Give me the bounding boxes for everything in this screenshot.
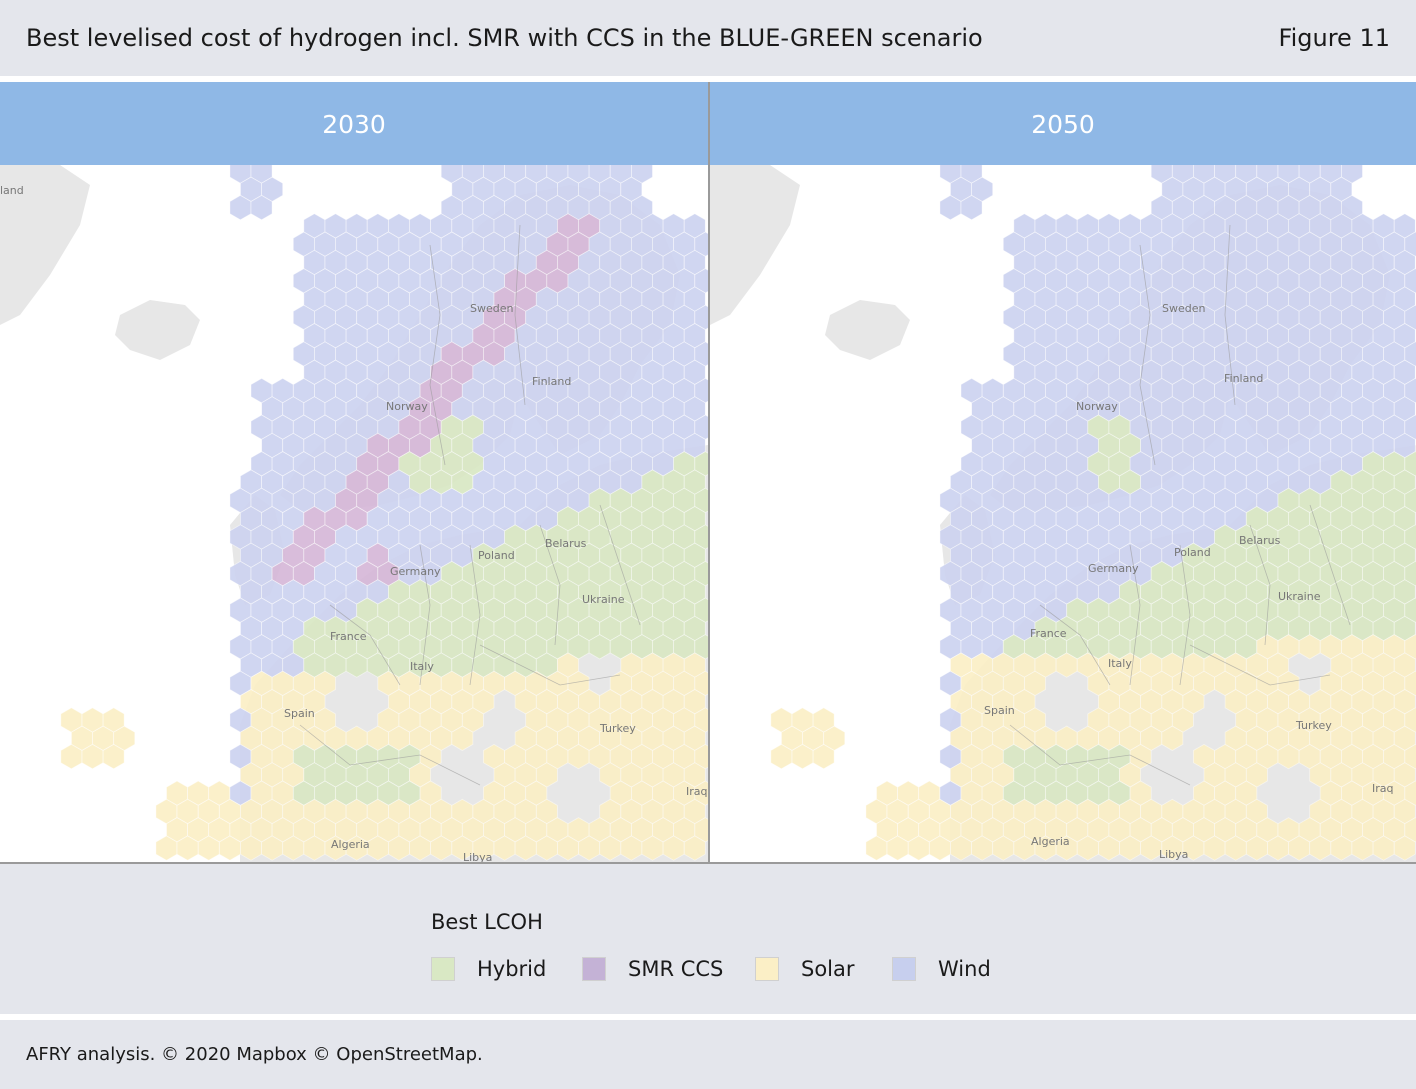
border-line — [599, 504, 641, 626]
map-panel-2030: 2030 Sweden Finland Norway Belarus Poland Ger… — [0, 82, 708, 864]
country-label: Italy — [1108, 657, 1132, 670]
land-iceland — [825, 300, 910, 360]
country-label: Iraq — [1372, 782, 1394, 795]
country-label: France — [330, 630, 367, 643]
country-label: Finland — [532, 375, 571, 388]
border-line — [429, 244, 446, 466]
border-line — [1039, 604, 1111, 686]
border-line — [1009, 724, 1191, 786]
footer: AFRY analysis. © 2020 Mapbox © OpenStree… — [0, 1020, 1416, 1089]
country-label: Spain — [984, 704, 1015, 717]
country-label: Iraq — [686, 785, 708, 798]
hex-cell-wind — [960, 194, 983, 221]
legend-label-smr-ccs: SMR CCS — [628, 957, 724, 981]
legend-swatch-wind — [892, 957, 916, 981]
panel-bottom-border — [0, 862, 1416, 864]
legend-swatch-hybrid — [431, 957, 455, 981]
country-label: Italy — [410, 660, 434, 673]
country-label: Poland — [478, 549, 515, 562]
legend-label-wind: Wind — [938, 957, 991, 981]
country-label: Norway — [1076, 400, 1118, 413]
country-label: Spain — [284, 707, 315, 720]
legend-label-solar: Solar — [801, 957, 855, 981]
hex-cell-solar — [683, 835, 706, 861]
land-iceland — [115, 300, 200, 360]
border-line — [1129, 544, 1141, 686]
border-line — [299, 724, 481, 786]
country-label: Germany — [1088, 562, 1139, 575]
figure-label: Figure 11 — [1278, 24, 1390, 52]
hex-cell-solar — [812, 743, 835, 770]
legend-swatch-solar — [755, 957, 779, 981]
land-greenlandEdge — [0, 165, 90, 325]
border-line — [1179, 544, 1191, 686]
hex-cell-wind — [250, 194, 273, 221]
country-label: Norway — [386, 400, 428, 413]
country-label: Libya — [1159, 848, 1188, 861]
country-label: Algeria — [331, 838, 370, 851]
border-line — [1189, 644, 1331, 686]
country-label: Belarus — [545, 537, 587, 550]
border-line — [1224, 224, 1236, 406]
panel-divider — [708, 82, 710, 864]
country-label: Sweden — [1162, 302, 1205, 315]
country-label: Algeria — [1031, 835, 1070, 848]
country-label: Ukraine — [582, 593, 625, 606]
border-line — [419, 544, 431, 686]
panel-header-2030: 2030 — [0, 82, 708, 165]
spacer — [0, 76, 1416, 82]
hex-cell-solar — [1161, 725, 1184, 751]
country-borders — [1009, 224, 1351, 786]
country-borders — [299, 224, 641, 786]
panel-year-2030: 2030 — [322, 110, 386, 139]
border-line — [329, 604, 401, 686]
country-label: Finland — [1224, 372, 1263, 385]
panel-header-2050: 2050 — [710, 82, 1416, 165]
country-label: Sweden — [470, 302, 513, 315]
border-line — [514, 224, 526, 406]
country-label: Libya — [463, 851, 492, 864]
spacer — [0, 1014, 1416, 1020]
hex-cell-solar — [451, 725, 474, 751]
country-label: France — [1030, 627, 1067, 640]
country-labels: Sweden Finland Norway Belarus Poland Germany U… — [984, 302, 1394, 861]
country-label: Poland — [1174, 546, 1211, 559]
country-label: Belarus — [1239, 534, 1281, 547]
map-panel-2050: 2050 Sweden Finland Norway Belarus Poland Ger… — [710, 82, 1416, 864]
source-note: AFRY analysis. © 2020 Mapbox © OpenStree… — [26, 1044, 483, 1065]
hex-grid — [770, 165, 1416, 861]
legend-label-hybrid: Hybrid — [477, 957, 547, 981]
country-label: Ukraine — [1278, 590, 1321, 603]
border-line — [1249, 524, 1271, 646]
page-title: Best levelised cost of hydrogen incl. SM… — [26, 24, 983, 52]
legend-swatch-smr-ccs — [582, 957, 606, 981]
border-line — [539, 524, 561, 646]
hex-map-2050: Sweden Finland Norway Belarus Poland Germany U… — [710, 165, 1416, 864]
hex-grid — [60, 165, 708, 861]
country-labels: Sweden Finland Norway Belarus Poland Germany U… — [0, 184, 708, 864]
border-line — [1139, 244, 1156, 466]
title-bar: Best levelised cost of hydrogen incl. SM… — [0, 0, 1416, 76]
border-line — [469, 544, 481, 686]
legend: Best LCOH Hybrid SMR CCS Solar Wind — [0, 864, 1416, 1014]
country-label: Turkey — [1295, 719, 1332, 732]
land-greenlandEdge — [710, 165, 800, 325]
hex-map-2030: Sweden Finland Norway Belarus Poland Germany U… — [0, 165, 708, 864]
panel-year-2050: 2050 — [1031, 110, 1095, 139]
country-label: Germany — [390, 565, 441, 578]
country-label: land — [0, 184, 24, 197]
country-label: Turkey — [599, 722, 636, 735]
border-line — [479, 644, 621, 686]
border-line — [1309, 504, 1351, 626]
legend-title: Best LCOH — [431, 910, 543, 934]
hex-cell-solar — [102, 743, 125, 770]
hex-cell-solar — [1393, 835, 1416, 861]
